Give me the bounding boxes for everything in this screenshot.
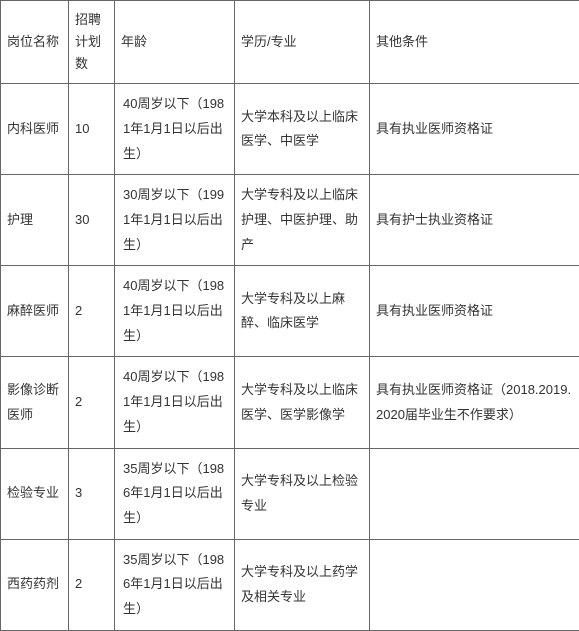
- cell-age: 40周岁以下（1981年1月1日以后出生）: [115, 266, 235, 357]
- cell-other: [370, 539, 579, 630]
- cell-position: 麻醉医师: [1, 266, 69, 357]
- cell-edu: 大学专科及以上麻醉、临床医学: [235, 266, 370, 357]
- header-plan: 招聘计划数: [69, 1, 115, 84]
- table-body: 内科医师 10 40周岁以下（1981年1月1日以后出生） 大学本科及以上临床医…: [1, 84, 579, 630]
- cell-edu: 大学专科及以上检验专业: [235, 448, 370, 539]
- cell-plan: 3: [69, 448, 115, 539]
- cell-position: 内科医师: [1, 84, 69, 175]
- table-row: 影像诊断医师 2 40周岁以下（1981年1月1日以后出生） 大学专科及以上临床…: [1, 357, 579, 448]
- cell-age: 40周岁以下（1981年1月1日以后出生）: [115, 357, 235, 448]
- cell-other: 具有护士执业资格证: [370, 175, 579, 266]
- cell-age: 35周岁以下（1986年1月1日以后出生）: [115, 539, 235, 630]
- header-other: 其他条件: [370, 1, 579, 84]
- header-position: 岗位名称: [1, 1, 69, 84]
- cell-plan: 2: [69, 357, 115, 448]
- cell-age: 40周岁以下（1981年1月1日以后出生）: [115, 84, 235, 175]
- cell-plan: 2: [69, 266, 115, 357]
- cell-other: 具有执业医师资格证: [370, 266, 579, 357]
- cell-edu: 大学专科及以上临床护理、中医护理、助产: [235, 175, 370, 266]
- cell-position: 影像诊断医师: [1, 357, 69, 448]
- cell-age: 35周岁以下（1986年1月1日以后出生）: [115, 448, 235, 539]
- cell-edu: 大学本科及以上临床医学、中医学: [235, 84, 370, 175]
- cell-position: 护理: [1, 175, 69, 266]
- cell-position: 西药药剂: [1, 539, 69, 630]
- cell-plan: 2: [69, 539, 115, 630]
- table-row: 检验专业 3 35周岁以下（1986年1月1日以后出生） 大学专科及以上检验专业: [1, 448, 579, 539]
- cell-age: 30周岁以下（1991年1月1日以后出生）: [115, 175, 235, 266]
- table-row: 内科医师 10 40周岁以下（1981年1月1日以后出生） 大学本科及以上临床医…: [1, 84, 579, 175]
- table-header-row: 岗位名称 招聘计划数 年龄 学历/专业 其他条件: [1, 1, 579, 84]
- cell-other: 具有执业医师资格证（2018.2019.2020届毕业生不作要求）: [370, 357, 579, 448]
- cell-other: 具有执业医师资格证: [370, 84, 579, 175]
- header-edu: 学历/专业: [235, 1, 370, 84]
- table-row: 麻醉医师 2 40周岁以下（1981年1月1日以后出生） 大学专科及以上麻醉、临…: [1, 266, 579, 357]
- cell-position: 检验专业: [1, 448, 69, 539]
- cell-edu: 大学专科及以上临床医学、医学影像学: [235, 357, 370, 448]
- table-row: 西药药剂 2 35周岁以下（1986年1月1日以后出生） 大学专科及以上药学及相…: [1, 539, 579, 630]
- cell-plan: 30: [69, 175, 115, 266]
- cell-edu: 大学专科及以上药学及相关专业: [235, 539, 370, 630]
- table-row: 护理 30 30周岁以下（1991年1月1日以后出生） 大学专科及以上临床护理、…: [1, 175, 579, 266]
- header-age: 年龄: [115, 1, 235, 84]
- recruitment-table: 岗位名称 招聘计划数 年龄 学历/专业 其他条件 内科医师 10 40周岁以下（…: [0, 0, 579, 631]
- cell-other: [370, 448, 579, 539]
- cell-plan: 10: [69, 84, 115, 175]
